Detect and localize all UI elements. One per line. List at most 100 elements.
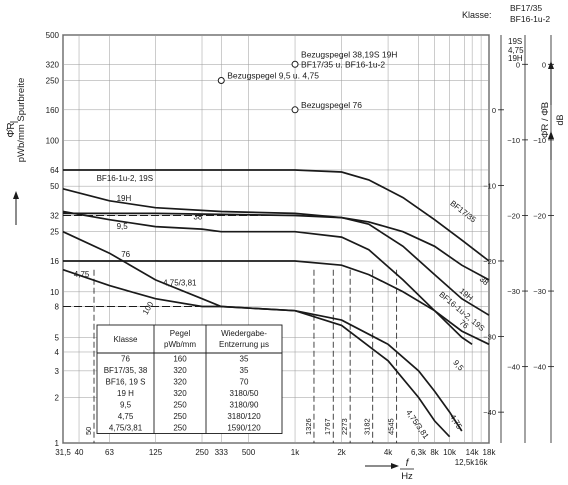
table-cell: 160 [173, 355, 187, 364]
db-scale-label: −10 [483, 181, 496, 190]
reference-label: Bezugspegel 38,19S 19H [301, 49, 397, 59]
db-scale-label: −40 [483, 408, 496, 417]
curve-label: 76 [121, 250, 130, 259]
x-tick-label: 6,3k [411, 448, 427, 457]
klasse-bf17: BF17/35 [510, 3, 542, 13]
table-cell: 76 [121, 355, 130, 364]
db-scale-label: −20 [483, 257, 496, 266]
y-tick-label: 160 [46, 106, 60, 115]
klasse-label: Klasse: [462, 10, 492, 20]
x-tick-label: 18k [483, 448, 497, 457]
x-tick-label: 10k [443, 448, 457, 457]
y-axis-label: Φ̂R [5, 122, 17, 137]
x-tick-label: 8k [430, 448, 439, 457]
curve-label: 19H [117, 194, 132, 203]
y-tick-label: 8 [55, 302, 60, 311]
table-cell: 250 [173, 424, 187, 433]
reference-point [217, 77, 225, 85]
curve-label: 4,75 [74, 270, 90, 279]
y-tick-label: 10 [50, 288, 59, 297]
x-axis-label-group: f Hz [365, 458, 414, 482]
y-tick-label: 250 [46, 77, 60, 86]
table-cell: 320 [173, 366, 187, 375]
x-tick-label: 16k [475, 458, 489, 467]
db-scale-label: −30 [507, 287, 520, 296]
y-tick-label: 3 [55, 367, 60, 376]
table-cell: 320 [173, 389, 187, 398]
y-tick-label: 64 [50, 166, 59, 175]
series-line-4 [63, 260, 490, 346]
table-header: Entzerrung µs [219, 340, 269, 349]
table-cell: BF17/35, 38 [104, 366, 148, 375]
db-scale-label: 0 [516, 60, 520, 69]
klasse-bf16: BF16-1u-2 [510, 14, 550, 24]
y-tick-label: 100 [46, 137, 60, 146]
table-cell: 250 [173, 412, 187, 421]
turnover-label: 1767 [323, 418, 332, 435]
table-header: pWb/mm [164, 340, 196, 349]
table-cell: 3180/120 [227, 412, 261, 421]
y-tick-label: 500 [46, 31, 60, 40]
db-scale-label: −30 [533, 287, 546, 296]
turnover-label: 4545 [387, 418, 396, 435]
turnover-label: 50 [84, 427, 93, 435]
turnover-label: 2273 [340, 418, 349, 435]
turnover-label: 1326 [304, 418, 313, 435]
x-tick-label: 125 [149, 448, 163, 457]
info-table: Klasse Pegel pWb/mm Wiedergabe- Entzerrung µ… [96, 324, 283, 434]
y-axis-label-group: Φ̂R pWb/mm Spurbreite [5, 78, 27, 225]
table-cell: 9,5 [120, 401, 132, 410]
curve-label: 4,75 [448, 413, 464, 431]
x-tick-label: 4k [384, 448, 393, 457]
x-tick-label: 2k [337, 448, 346, 457]
turnover-label: 3182 [363, 418, 372, 435]
db-axis-unit: dB [555, 114, 565, 125]
table-cell: 35 [240, 355, 249, 364]
table-cell: 250 [173, 401, 187, 410]
y-axis-unit: pWb/mm Spurbreite [16, 78, 27, 162]
x-axis-label: f [406, 458, 410, 469]
db-scale-label: −10 [533, 136, 546, 145]
klasse-19s: 19S [508, 37, 522, 46]
table-cell: BF16, 19 S [105, 378, 145, 387]
x-axis-unit: Hz [401, 471, 413, 482]
curve-label: BF17/35 [448, 199, 478, 225]
reference-label: BF17/35 u. BF16-1u-2 [301, 59, 385, 69]
response-curves [62, 169, 490, 438]
curve-label: 38 [193, 213, 202, 222]
table-header: Klasse [113, 335, 138, 344]
x-tick-label: 1k [291, 448, 300, 457]
x-tick-label: 63 [105, 448, 114, 457]
table-cell: 4,75 [118, 412, 134, 421]
db-scale-label: −30 [483, 333, 496, 342]
table-cell: 19 H [117, 389, 134, 398]
y-tick-label: 320 [46, 60, 60, 69]
x-tick-label: 333 [215, 448, 229, 457]
x-tick-label: 12,5k [455, 458, 476, 467]
db-axis-label-group: Φ̂R / Φ̂B dB [540, 61, 565, 160]
y-tick-label: 16 [50, 257, 59, 266]
db-scale-label: −20 [533, 211, 546, 220]
curve-label: 4,75/3,81 [404, 408, 431, 441]
table-cell: 3180/90 [230, 401, 259, 410]
db-axis-label: Φ̂R / Φ̂B [540, 102, 551, 138]
table-header: Wiedergabe- [221, 329, 267, 338]
table-cell: 4,75/3,81 [109, 424, 143, 433]
db-scale-label: 0 [542, 60, 546, 69]
table-header: Pegel [170, 329, 191, 338]
klasse-19h: 19H [508, 54, 523, 63]
db-scale-label: −10 [507, 136, 520, 145]
y-tick-label: 32 [50, 211, 59, 220]
curve-label: 9,5 [117, 222, 129, 231]
x-tick-label: 31,5 [55, 448, 71, 457]
table-cell: 35 [240, 366, 249, 375]
y-tick-label: 4 [55, 348, 60, 357]
db-scales: 0 −10 −20 −30 −40 0 −10 −20 −30 −40 0 −10 −20 −30 −40 [483, 35, 554, 443]
y-tick-label: 50 [50, 182, 59, 191]
db-scale-label: −20 [507, 211, 520, 220]
x-tick-label: 14k [466, 448, 480, 457]
curve-label: 4,75/3,81 [163, 279, 197, 288]
series-line-6 [62, 268, 463, 432]
